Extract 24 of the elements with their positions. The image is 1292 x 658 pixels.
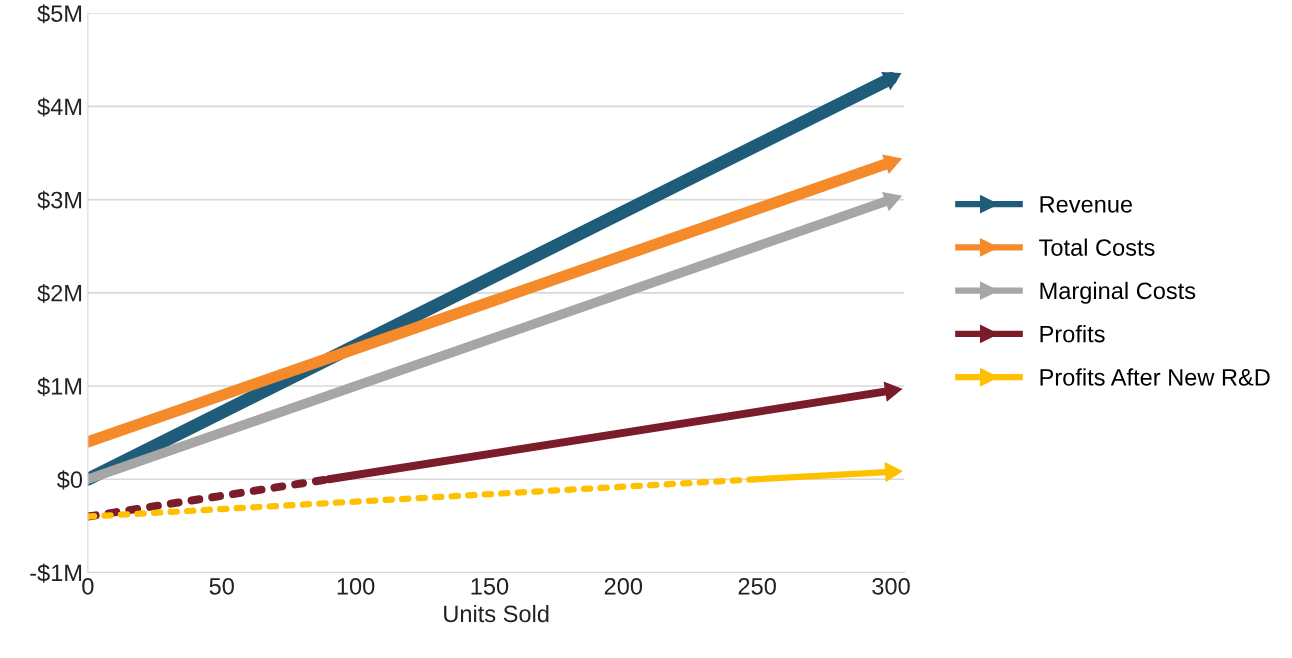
point: [881, 71, 902, 90]
x-tick-label: 150: [471, 577, 509, 595]
x-tick-label: 200: [604, 577, 643, 595]
y-tick-label: $3M: [37, 190, 82, 210]
x-tick-label: 50: [209, 577, 234, 595]
x-tick-label: 250: [738, 577, 776, 595]
x-tick-label: 0: [82, 577, 94, 595]
y-tick-label: $4M: [37, 97, 82, 117]
y-tick-label: $2M: [37, 283, 82, 303]
legend-label: Profits: [1040, 325, 1105, 343]
point: [882, 192, 902, 211]
point: [882, 154, 902, 174]
point: [883, 381, 902, 402]
y-tick-label: -$1M: [30, 563, 82, 583]
x-tick-label: 100: [337, 577, 375, 595]
y-tick-label: $0: [56, 470, 83, 490]
legend-label: Profits After New R&D: [1040, 368, 1270, 386]
x-axis-title: Units Sold: [444, 604, 549, 623]
legend-label: Revenue: [1040, 196, 1133, 213]
legend-label: Marginal Costs: [1040, 281, 1196, 304]
legend-label: Total Costs: [1039, 238, 1155, 256]
y-tick-label: $5M: [37, 4, 82, 24]
y-tick-label: $1M: [37, 377, 82, 397]
x-tick-label: 300: [872, 577, 910, 595]
